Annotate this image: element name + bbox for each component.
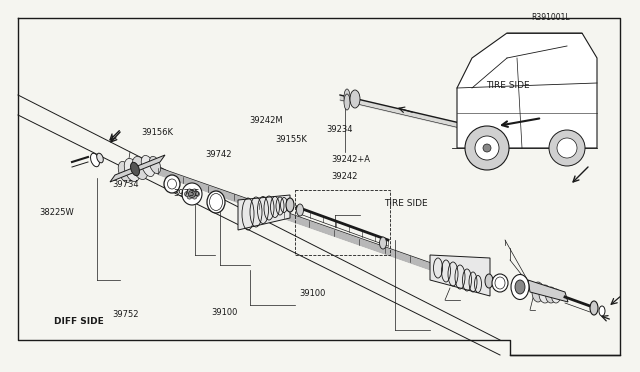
- Ellipse shape: [350, 90, 360, 108]
- Ellipse shape: [515, 280, 525, 294]
- Ellipse shape: [131, 162, 140, 176]
- Text: TIRE SIDE: TIRE SIDE: [384, 199, 428, 208]
- Ellipse shape: [189, 190, 195, 198]
- Polygon shape: [430, 255, 490, 296]
- Text: 39242: 39242: [332, 172, 358, 181]
- Text: 39155K: 39155K: [275, 135, 307, 144]
- Circle shape: [465, 126, 509, 170]
- Text: 39100: 39100: [211, 308, 237, 317]
- Text: 39100: 39100: [300, 289, 326, 298]
- Ellipse shape: [124, 158, 140, 182]
- Ellipse shape: [599, 306, 605, 316]
- Ellipse shape: [187, 189, 192, 194]
- Ellipse shape: [511, 275, 529, 299]
- Ellipse shape: [141, 155, 155, 177]
- Ellipse shape: [495, 277, 505, 289]
- Ellipse shape: [296, 204, 303, 216]
- Ellipse shape: [118, 161, 132, 183]
- Text: 39156K: 39156K: [141, 128, 173, 137]
- Circle shape: [549, 130, 585, 166]
- Polygon shape: [110, 155, 165, 182]
- Text: 39734: 39734: [112, 180, 139, 189]
- Ellipse shape: [545, 287, 557, 303]
- Ellipse shape: [192, 189, 197, 194]
- Ellipse shape: [132, 157, 148, 180]
- Text: TIRE SIDE: TIRE SIDE: [486, 81, 530, 90]
- Ellipse shape: [380, 237, 387, 249]
- Ellipse shape: [485, 274, 493, 288]
- Ellipse shape: [187, 194, 192, 199]
- Circle shape: [483, 144, 491, 152]
- Ellipse shape: [209, 193, 223, 211]
- Text: 38225W: 38225W: [40, 208, 74, 217]
- Text: DIFF SIDE: DIFF SIDE: [54, 317, 104, 326]
- Ellipse shape: [492, 274, 508, 292]
- Polygon shape: [528, 280, 568, 302]
- Circle shape: [475, 136, 499, 160]
- Ellipse shape: [184, 192, 189, 196]
- Text: 39735: 39735: [173, 189, 200, 198]
- Ellipse shape: [344, 89, 350, 105]
- Text: 39242M: 39242M: [250, 116, 284, 125]
- Ellipse shape: [344, 94, 350, 110]
- Ellipse shape: [532, 282, 544, 302]
- Ellipse shape: [195, 192, 200, 196]
- Text: 39752: 39752: [112, 310, 138, 319]
- Polygon shape: [238, 195, 290, 230]
- Ellipse shape: [164, 175, 180, 193]
- Ellipse shape: [207, 191, 225, 213]
- Ellipse shape: [168, 179, 177, 189]
- Text: 39742: 39742: [205, 150, 231, 159]
- Ellipse shape: [590, 301, 598, 315]
- Ellipse shape: [477, 122, 483, 135]
- Ellipse shape: [90, 153, 99, 167]
- Ellipse shape: [470, 122, 479, 138]
- Ellipse shape: [552, 289, 561, 303]
- Circle shape: [557, 138, 577, 158]
- Ellipse shape: [286, 198, 294, 212]
- Bar: [295, 190, 390, 255]
- Ellipse shape: [97, 153, 103, 163]
- Polygon shape: [457, 33, 597, 148]
- Text: 39242+A: 39242+A: [332, 155, 371, 164]
- Ellipse shape: [182, 183, 202, 205]
- Text: 39234: 39234: [326, 125, 353, 134]
- Ellipse shape: [149, 156, 161, 174]
- Ellipse shape: [539, 285, 551, 303]
- Ellipse shape: [192, 194, 197, 199]
- Ellipse shape: [477, 126, 483, 140]
- Text: R391001L: R391001L: [531, 13, 570, 22]
